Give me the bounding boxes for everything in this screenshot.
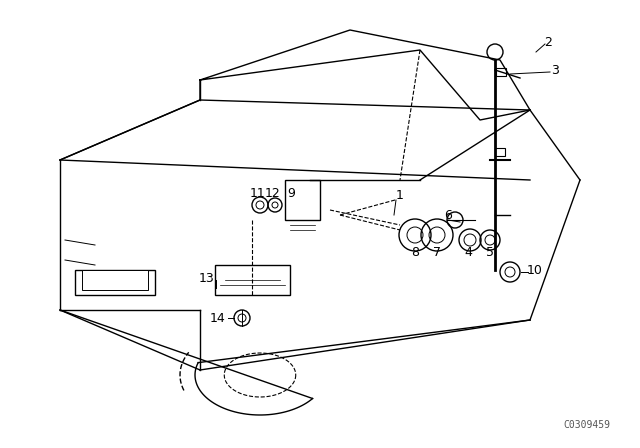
Text: 5: 5: [486, 246, 494, 258]
Text: 3: 3: [551, 64, 559, 77]
FancyBboxPatch shape: [285, 180, 320, 220]
Text: 13: 13: [199, 271, 215, 284]
Text: 2: 2: [544, 35, 552, 48]
Text: 12: 12: [265, 186, 281, 199]
Text: 14: 14: [210, 311, 226, 324]
Text: 8: 8: [411, 246, 419, 258]
Text: C0309459: C0309459: [563, 420, 610, 430]
FancyBboxPatch shape: [75, 270, 155, 295]
Text: 7: 7: [433, 246, 441, 258]
Text: 10: 10: [527, 263, 543, 276]
FancyBboxPatch shape: [495, 148, 505, 156]
Text: 1: 1: [396, 189, 404, 202]
FancyBboxPatch shape: [215, 265, 290, 295]
Text: 9: 9: [287, 186, 295, 199]
Text: 6: 6: [444, 208, 452, 221]
FancyBboxPatch shape: [82, 270, 148, 290]
Text: 11: 11: [250, 186, 266, 199]
FancyBboxPatch shape: [496, 68, 506, 76]
Text: 4: 4: [464, 246, 472, 258]
